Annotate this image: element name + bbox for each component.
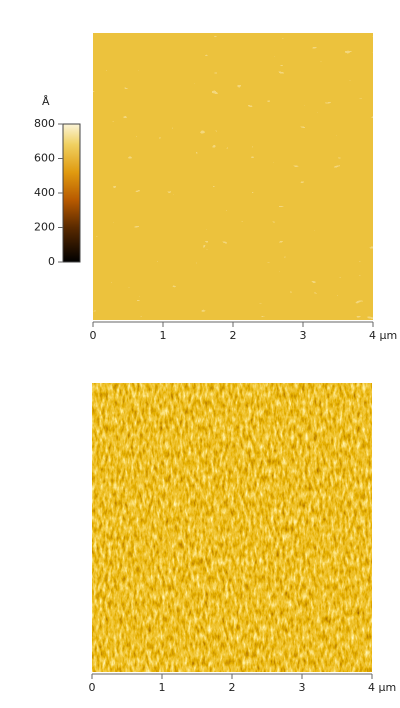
x-tick-label: 1 — [160, 329, 167, 342]
x-tick-label: 1 — [159, 681, 166, 694]
x-tick-label: 2 — [229, 681, 236, 694]
colorbar-tick-label: 200 — [34, 221, 55, 234]
colorbar-tick-label: 0 — [48, 255, 55, 268]
afm-image-top — [93, 33, 373, 320]
colorbar-tick-label: 600 — [34, 152, 55, 165]
x-tick-label: 3 — [300, 329, 307, 342]
x-tick-label: 4 µm — [369, 329, 397, 342]
x-tick-label: 4 µm — [368, 681, 396, 694]
axes: 0 200 400 600 800 0 1 2 3 4 µm 0 1 2 3 4 µm — [34, 117, 397, 694]
x-tick-label: 0 — [89, 681, 96, 694]
colorbar-tick-label: 800 — [34, 117, 55, 130]
colorbar-unit: Å — [42, 95, 50, 108]
x-tick-label: 3 — [299, 681, 306, 694]
colorbar-tick-label: 400 — [34, 186, 55, 199]
x-tick-label: 2 — [230, 329, 237, 342]
x-tick-label: 0 — [90, 329, 97, 342]
colorbar — [62, 123, 81, 263]
afm-image-bottom — [92, 383, 372, 672]
